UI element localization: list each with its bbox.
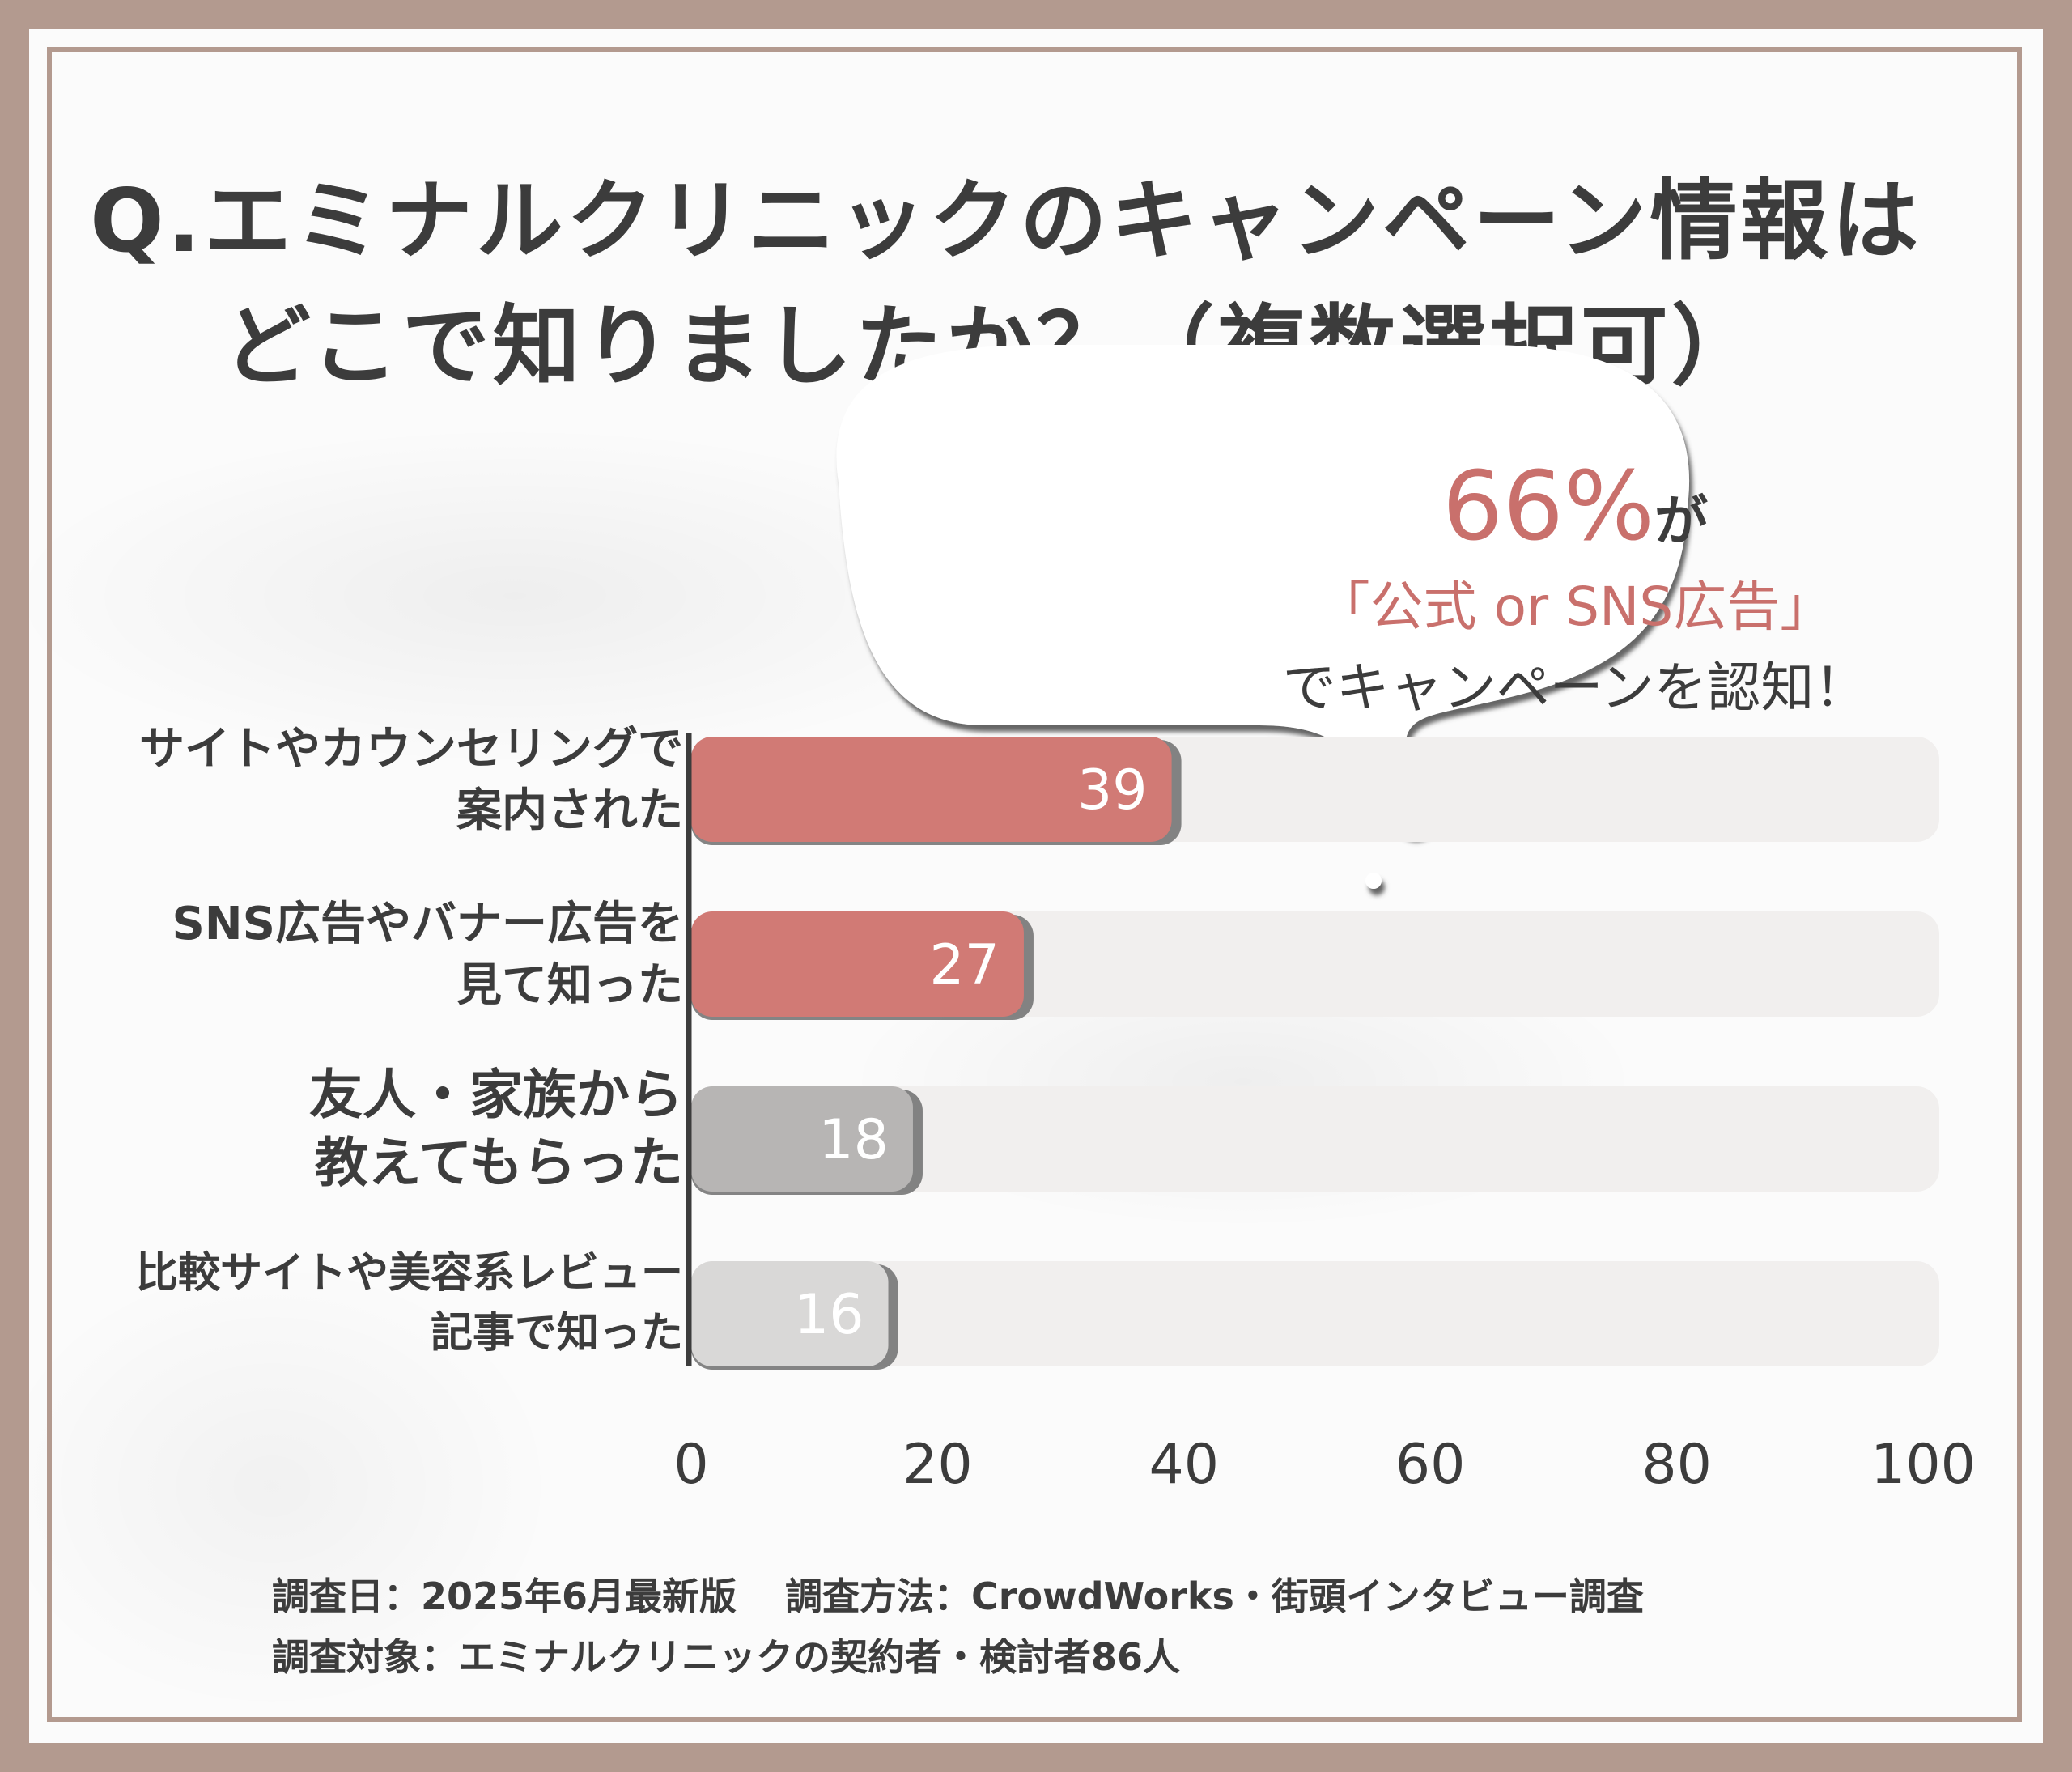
category-label-3-line-2: 教えてもらった xyxy=(314,1132,683,1194)
bar-track-3 xyxy=(691,1086,1939,1192)
bar-chart: 39 27 18 16 0 20 40 60 80 100 xyxy=(673,345,1976,1497)
bar-1 xyxy=(691,737,1172,842)
bars-group: 39 27 18 16 xyxy=(691,737,1939,1370)
title-line-1: Q.エミナルクリニックのキャンペーン情報は xyxy=(90,171,1922,272)
bar-3 xyxy=(691,1086,913,1192)
category-label-3-line-1: 友人・家族から xyxy=(309,1064,683,1126)
bar-track-4 xyxy=(691,1261,1939,1366)
survey-method: 調査方法：CrowdWorks・街頭インタビュー調査 xyxy=(785,1574,1644,1618)
bubble-percent: 66% xyxy=(1441,450,1655,562)
bubble-line-3: でキャンペーンを認知！ xyxy=(1282,657,1868,719)
footer-line-1: 調査日：2025年6月最新版 調査方法：CrowdWorks・街頭インタビュー調査 xyxy=(272,1567,1644,1621)
category-label-1-line-1: サイトやカウンセリングで xyxy=(139,723,683,776)
category-label-4-line-1: 比較サイトや美容系レビュー xyxy=(135,1249,683,1298)
category-label-2-line-1: SNS広告やバナー広告を xyxy=(172,898,683,950)
x-tick-60: 60 xyxy=(1395,1433,1466,1497)
x-tick-80: 80 xyxy=(1641,1433,1712,1497)
bar-value-label-4: 16 xyxy=(794,1283,864,1347)
x-tick-20: 20 xyxy=(902,1433,973,1497)
bar-value-label-3: 18 xyxy=(818,1108,889,1172)
category-label-1: サイトやカウンセリングで 案内された xyxy=(139,719,683,842)
bar-value-label-1: 39 xyxy=(1077,759,1148,822)
bubble-headline: 66%が xyxy=(1195,450,1955,562)
x-tick-0: 0 xyxy=(673,1433,708,1497)
category-label-4: 比較サイトや美容系レビュー 記事で知った xyxy=(136,1243,683,1363)
inner-border xyxy=(47,47,2022,1722)
x-tick-40: 40 xyxy=(1149,1433,1220,1497)
category-label-3: 友人・家族から 教えてもらった xyxy=(309,1061,683,1197)
survey-target: 調査対象：エミナルクリニックの契約者・検討者86人 xyxy=(272,1635,1181,1679)
bubble-suffix: が xyxy=(1654,490,1709,552)
bubble-line-2: 「公式 or SNS広告」 xyxy=(1316,576,1834,638)
category-label-2-line-2: 見て知った xyxy=(456,959,683,1012)
bar-value-label-2: 27 xyxy=(929,933,1000,997)
category-label-1-line-2: 案内された xyxy=(456,784,683,837)
x-tick-labels: 0 20 40 60 80 100 xyxy=(673,1433,1976,1497)
chart-frame: Q.エミナルクリニックのキャンペーン情報は どこで知りましたか？（複数選択可） … xyxy=(29,29,2043,1743)
category-label-2: SNS広告やバナー広告を 見て知った xyxy=(172,894,683,1017)
bar-2 xyxy=(691,911,1024,1017)
survey-date: 調査日：2025年6月最新版 xyxy=(272,1574,737,1618)
background-shading xyxy=(29,29,2043,1743)
bar-4 xyxy=(691,1261,889,1366)
category-label-4-line-2: 記事で知った xyxy=(430,1309,683,1358)
x-tick-100: 100 xyxy=(1870,1433,1976,1497)
